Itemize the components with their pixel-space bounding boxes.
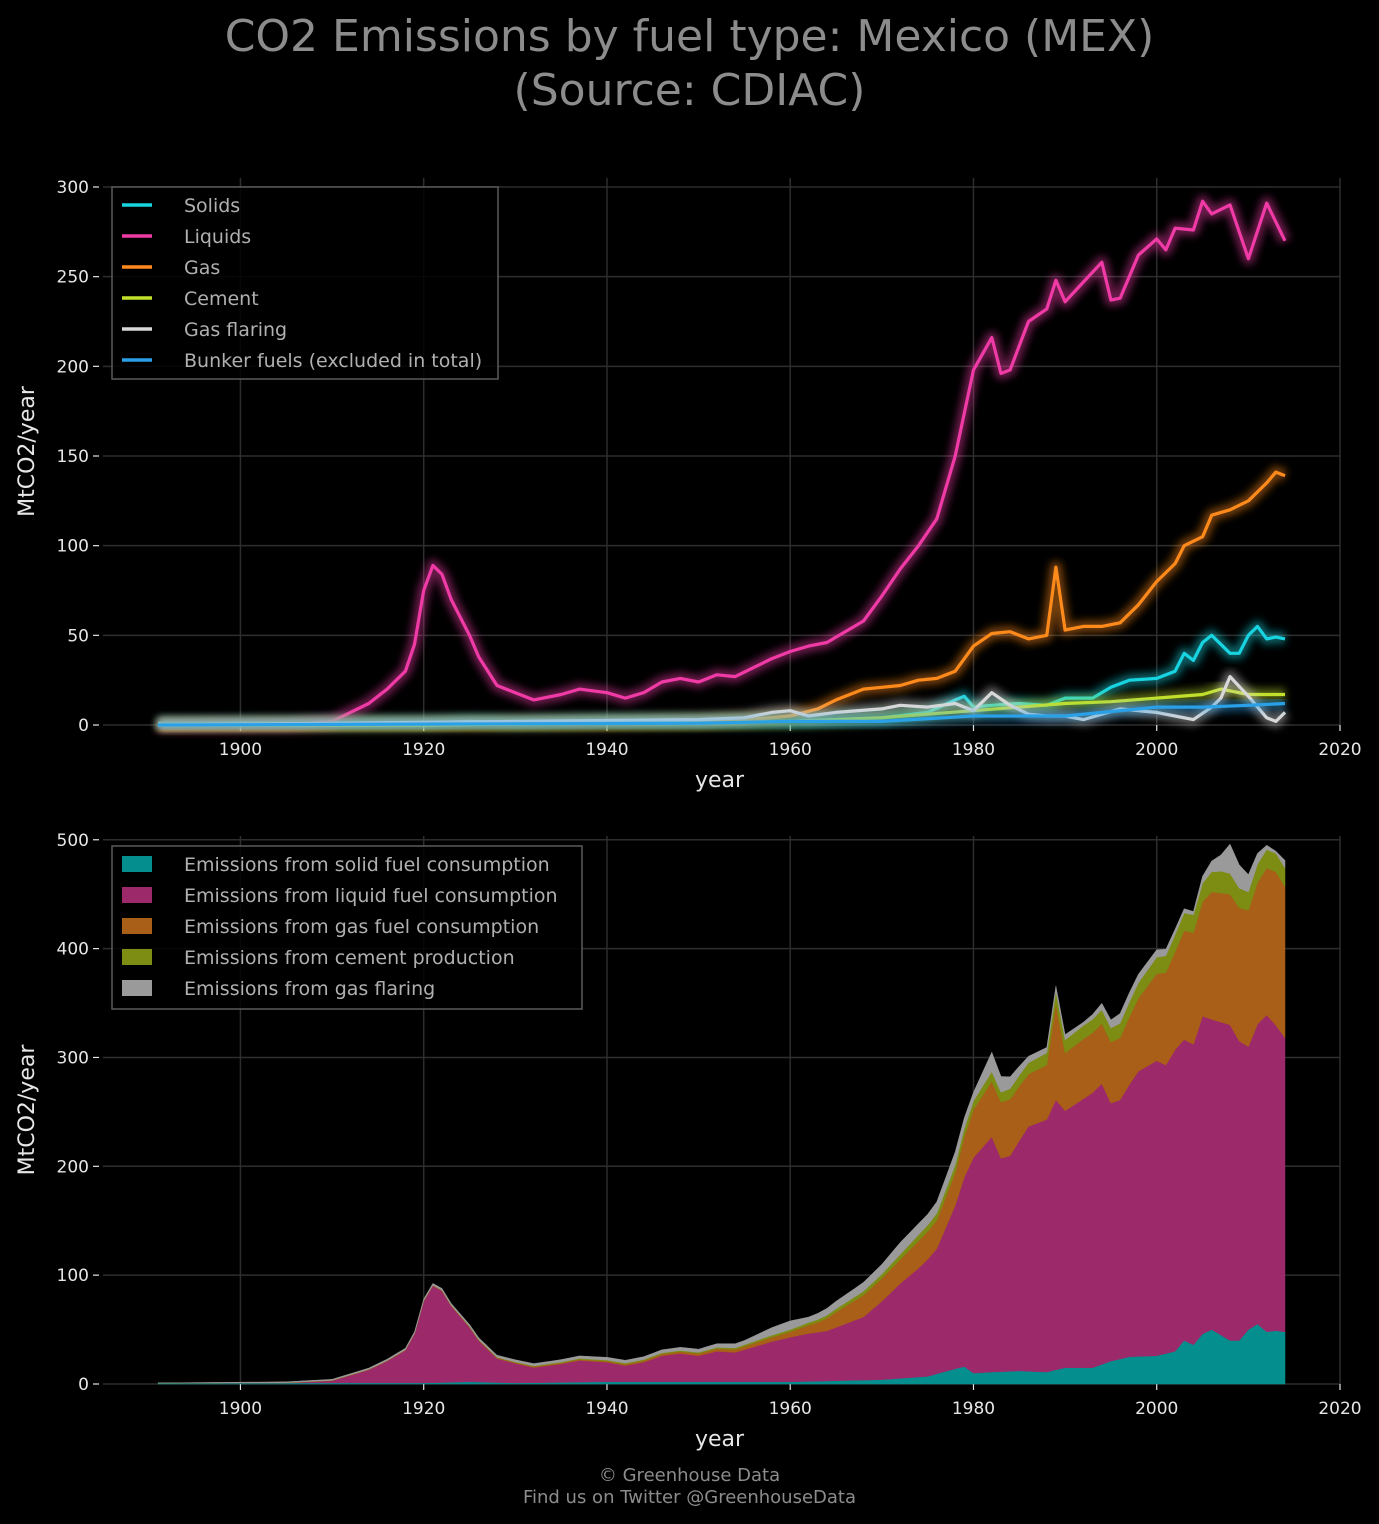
y-tick-label: 0	[78, 1375, 89, 1395]
legend-label: Liquids	[184, 226, 251, 248]
x-tick-label: 1920	[402, 740, 445, 760]
x-tick-label: 1920	[402, 1399, 445, 1419]
x-tick-label: 2000	[1135, 740, 1178, 760]
y-tick-label: 300	[57, 1048, 89, 1068]
y-tick-label: 50	[67, 626, 89, 646]
y-tick-label: 0	[78, 716, 89, 736]
x-axis-label: year	[695, 768, 745, 793]
footer-twitter: Find us on Twitter @GreenhouseData	[522, 1487, 857, 1508]
x-tick-label: 2020	[1318, 1399, 1361, 1419]
x-tick-label: 1940	[585, 1399, 628, 1419]
legend-swatch	[122, 918, 152, 934]
legend-swatch	[122, 980, 152, 996]
legend-label: Emissions from gas fuel consumption	[184, 916, 539, 938]
x-axis-label: year	[695, 1427, 745, 1452]
axes: 1900 1920 1940 1960 1980 2000 2020 0 50 100 150 200…	[15, 178, 1362, 793]
y-tick-label: 400	[57, 940, 89, 960]
y-tick-label: 100	[57, 1266, 89, 1286]
legend-swatch	[122, 949, 152, 965]
legend-label: Cement	[184, 288, 259, 310]
y-axis-label: MtCO2/year	[15, 385, 40, 517]
x-tick-label: 1980	[952, 1399, 995, 1419]
y-tick-label: 200	[57, 357, 89, 377]
legend-label: Gas flaring	[184, 319, 287, 341]
y-tick-label: 150	[57, 447, 89, 467]
y-tick-label: 250	[57, 268, 89, 288]
x-tick-label: 1960	[769, 1399, 812, 1419]
axes: 1900 1920 1940 1960 1980 2000 2020 0 100 200 300 40…	[15, 831, 1362, 1452]
legend-label: Emissions from gas flaring	[184, 978, 435, 1000]
legend-label: Solids	[184, 195, 240, 217]
x-tick-label: 2000	[1135, 1399, 1178, 1419]
y-axis-label: MtCO2/year	[15, 1044, 40, 1176]
y-tick-label: 200	[57, 1157, 89, 1177]
x-tick-label: 1900	[219, 740, 262, 760]
series-line	[158, 199, 1287, 727]
footer-copyright: © Greenhouse Data	[598, 1465, 781, 1486]
legend-label: Gas	[184, 257, 220, 279]
y-tick-label: 500	[57, 831, 89, 851]
legend-swatch	[122, 887, 152, 903]
legend-swatch	[122, 856, 152, 872]
stacked-areas	[157, 843, 1286, 1385]
legend-box	[111, 845, 583, 1010]
x-tick-label: 1900	[219, 1399, 262, 1419]
series-line	[157, 701, 1286, 727]
chart-title: CO2 Emissions by fuel type: Mexico (MEX)…	[0, 10, 1379, 118]
stacked-area	[157, 843, 1286, 1384]
x-tick-label: 1980	[952, 740, 995, 760]
legend-label: Emissions from cement production	[184, 947, 515, 969]
stacked-area-chart-panel: 1900 1920 1940 1960 1980 2000 2020 0 100 200 300 40…	[15, 831, 1362, 1452]
line-chart-panel: 1900 1920 1940 1960 1980 2000 2020 0 50 100 150 200…	[15, 178, 1362, 793]
x-tick-label: 1940	[585, 740, 628, 760]
x-tick-label: 2020	[1318, 740, 1361, 760]
chart-title-line1: CO2 Emissions by fuel type: Mexico (MEX)	[224, 11, 1155, 62]
legend-box	[111, 186, 499, 380]
legend: Emissions from solid fuel consumption Emi…	[111, 845, 583, 1010]
series-lines	[157, 195, 1291, 731]
x-tick-label: 1960	[769, 740, 812, 760]
legend-label: Emissions from liquid fuel consumption	[184, 885, 558, 907]
legend: Solids Liquids Gas Cement Gas flaring Bunker …	[111, 186, 499, 380]
footer: © Greenhouse Data Find us on Twitter @Gr…	[0, 1465, 1379, 1509]
legend-label: Emissions from solid fuel consumption	[184, 854, 550, 876]
y-tick-label: 100	[57, 537, 89, 557]
chart-title-line2: (Source: CDIAC)	[513, 65, 866, 116]
legend-label: Bunker fuels (excluded in total)	[184, 350, 482, 372]
y-tick-label: 300	[57, 178, 89, 198]
